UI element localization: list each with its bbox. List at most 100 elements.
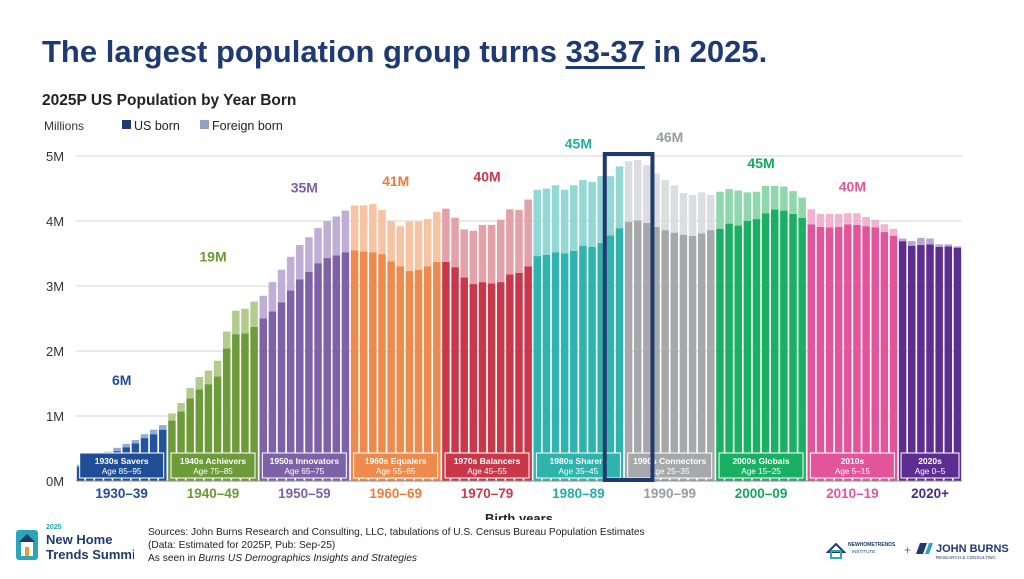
generation-total-label: 40M (473, 169, 500, 185)
bar-us-born (889, 235, 898, 481)
bar-us-born (588, 247, 596, 481)
bar-us-born (862, 226, 870, 481)
generation-name: 1950s Innovators (270, 456, 340, 466)
bar-foreign-born (551, 185, 560, 253)
summit-line-2: Trends Summit (46, 547, 134, 562)
chart-title: 2025P US Population by Year Born (42, 92, 297, 109)
decade-axis-label: 1990–99 (643, 486, 696, 501)
decade-axis-label: 2010–19 (826, 486, 879, 501)
jb-mark-accent-icon (925, 543, 933, 554)
bar-foreign-born (542, 188, 551, 255)
y-tick-label: 4M (46, 214, 64, 229)
bar-foreign-born (515, 209, 523, 273)
bar-foreign-born (679, 193, 688, 235)
bar-foreign-born (232, 310, 240, 335)
bar-foreign-born (369, 204, 377, 253)
bar-foreign-born (478, 224, 487, 283)
bar-foreign-born (405, 221, 414, 272)
legend-label-us-born: US born (134, 119, 180, 133)
bar-foreign-born (414, 221, 423, 270)
decade-axis-label: 1930–39 (95, 486, 148, 501)
bar-us-born (387, 261, 395, 481)
bar-foreign-born (433, 211, 441, 262)
bar-foreign-born (524, 199, 532, 267)
bar-foreign-born (332, 216, 341, 256)
generation-ages: Age 5–15 (835, 467, 871, 476)
bar-us-born (259, 318, 267, 481)
bar-foreign-born (168, 413, 176, 421)
bar-us-born (250, 326, 258, 481)
legend-swatch-us-born (122, 120, 131, 129)
bar-us-born (807, 224, 816, 481)
y-axis-unit-label: Millions (44, 119, 84, 133)
generation-ages: Age 35–45 (559, 467, 599, 476)
bar-us-born (716, 228, 724, 481)
bar-foreign-born (606, 176, 615, 236)
bar-foreign-born (396, 226, 405, 267)
bar-us-born (780, 210, 788, 481)
bar-us-born (615, 228, 624, 481)
bar-foreign-born (643, 165, 651, 223)
generation-ages: Age 85–95 (102, 467, 142, 476)
bar-foreign-born (359, 205, 368, 252)
bar-us-born (944, 246, 953, 481)
decade-axis-label: 1960–69 (369, 486, 422, 501)
sources-line-2: (Data: Estimated for 2025P, Pub: Sep-25) (148, 540, 336, 551)
nht-line-2: INSTITUTE (852, 549, 875, 554)
bar-foreign-born (186, 388, 194, 399)
bar-us-born (643, 222, 651, 481)
bar-us-born (213, 376, 222, 481)
decade-axis-label: 1970–79 (461, 486, 514, 501)
bar-us-born (825, 227, 834, 481)
sources-block: Sources: John Burns Research and Consult… (148, 526, 645, 565)
bar-us-born (487, 283, 496, 481)
bar-foreign-born (725, 189, 733, 224)
bar-us-born (232, 334, 240, 481)
bar-us-born (296, 279, 304, 481)
generation-total-label: 46M (656, 129, 683, 145)
headline-before: The largest population group turns (42, 34, 566, 69)
bar-us-born (469, 284, 478, 481)
generation-name-box (718, 452, 804, 479)
bar-foreign-born (122, 443, 130, 448)
bar-foreign-born (697, 192, 706, 234)
bar-foreign-born (707, 195, 715, 231)
bar-foreign-born (533, 189, 542, 257)
bar-us-born (771, 209, 779, 482)
bar-foreign-born (423, 219, 432, 267)
bar-us-born (871, 227, 879, 481)
bar-us-born (798, 217, 806, 481)
bar-us-born (396, 266, 405, 481)
bar-us-born (560, 253, 569, 481)
generation-name: 1930s Savers (95, 456, 149, 466)
generation-name-box (444, 452, 530, 479)
bar-us-born (679, 234, 688, 481)
partner-logos: NEWHOMETRENDS INSTITUTE + JOHN BURNS RES… (826, 542, 1009, 560)
headline-highlight: 33-37 (565, 34, 645, 69)
bar-foreign-born (268, 282, 277, 312)
generation-total-label: 41M (382, 173, 409, 189)
generation-name: 1980s Sharers (550, 456, 608, 466)
bar-foreign-born (615, 166, 624, 229)
summit-line-1: New Home (46, 532, 112, 547)
bar-foreign-born (570, 185, 578, 251)
bar-us-born (515, 273, 523, 481)
bar-foreign-born (149, 429, 158, 435)
bar-foreign-born (305, 237, 313, 272)
bar-foreign-born (487, 224, 496, 284)
bar-us-born (268, 311, 277, 481)
bar-us-born (451, 267, 459, 481)
bar-us-born (917, 245, 925, 481)
bar-us-born (542, 254, 551, 481)
bar-foreign-born (624, 161, 633, 222)
bar-foreign-born (789, 191, 797, 214)
y-tick-label: 2M (46, 344, 64, 359)
bar-foreign-born (734, 190, 742, 226)
generation-name-box (900, 452, 960, 479)
sources-publication: Burns US Demographics Insights and Strat… (198, 553, 417, 564)
bar-us-born (414, 269, 423, 481)
bar-foreign-born (496, 219, 505, 283)
bar-us-born (524, 266, 532, 481)
bar-us-born (670, 232, 679, 481)
nht-line-1: NEWHOMETRENDS (848, 542, 896, 548)
